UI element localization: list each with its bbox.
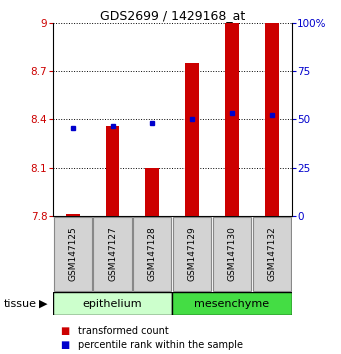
Text: GSM147129: GSM147129 [188,227,197,281]
Bar [93,217,132,291]
Bar [213,217,251,291]
Text: GSM147130: GSM147130 [227,227,236,281]
Title: GDS2699 / 1429168_at: GDS2699 / 1429168_at [100,9,245,22]
Text: GSM147125: GSM147125 [68,227,77,281]
Text: ■: ■ [60,326,69,336]
Bar [66,214,80,216]
Bar [54,217,92,291]
Bar [225,23,239,216]
Bar [172,292,292,315]
Text: GSM147128: GSM147128 [148,227,157,281]
Bar [173,217,211,291]
Bar [265,23,279,216]
Text: ▶: ▶ [39,298,48,309]
Text: percentile rank within the sample: percentile rank within the sample [78,340,243,350]
Bar [133,217,172,291]
Bar [145,168,159,216]
Text: ■: ■ [60,340,69,350]
Text: GSM147127: GSM147127 [108,227,117,281]
Text: transformed count: transformed count [78,326,169,336]
Text: GSM147132: GSM147132 [267,227,276,281]
Bar [253,217,291,291]
Bar [106,126,119,216]
Text: epithelium: epithelium [83,298,142,309]
Text: tissue: tissue [3,298,36,309]
Bar [53,292,172,315]
Bar [185,63,199,216]
Text: mesenchyme: mesenchyme [194,298,269,309]
